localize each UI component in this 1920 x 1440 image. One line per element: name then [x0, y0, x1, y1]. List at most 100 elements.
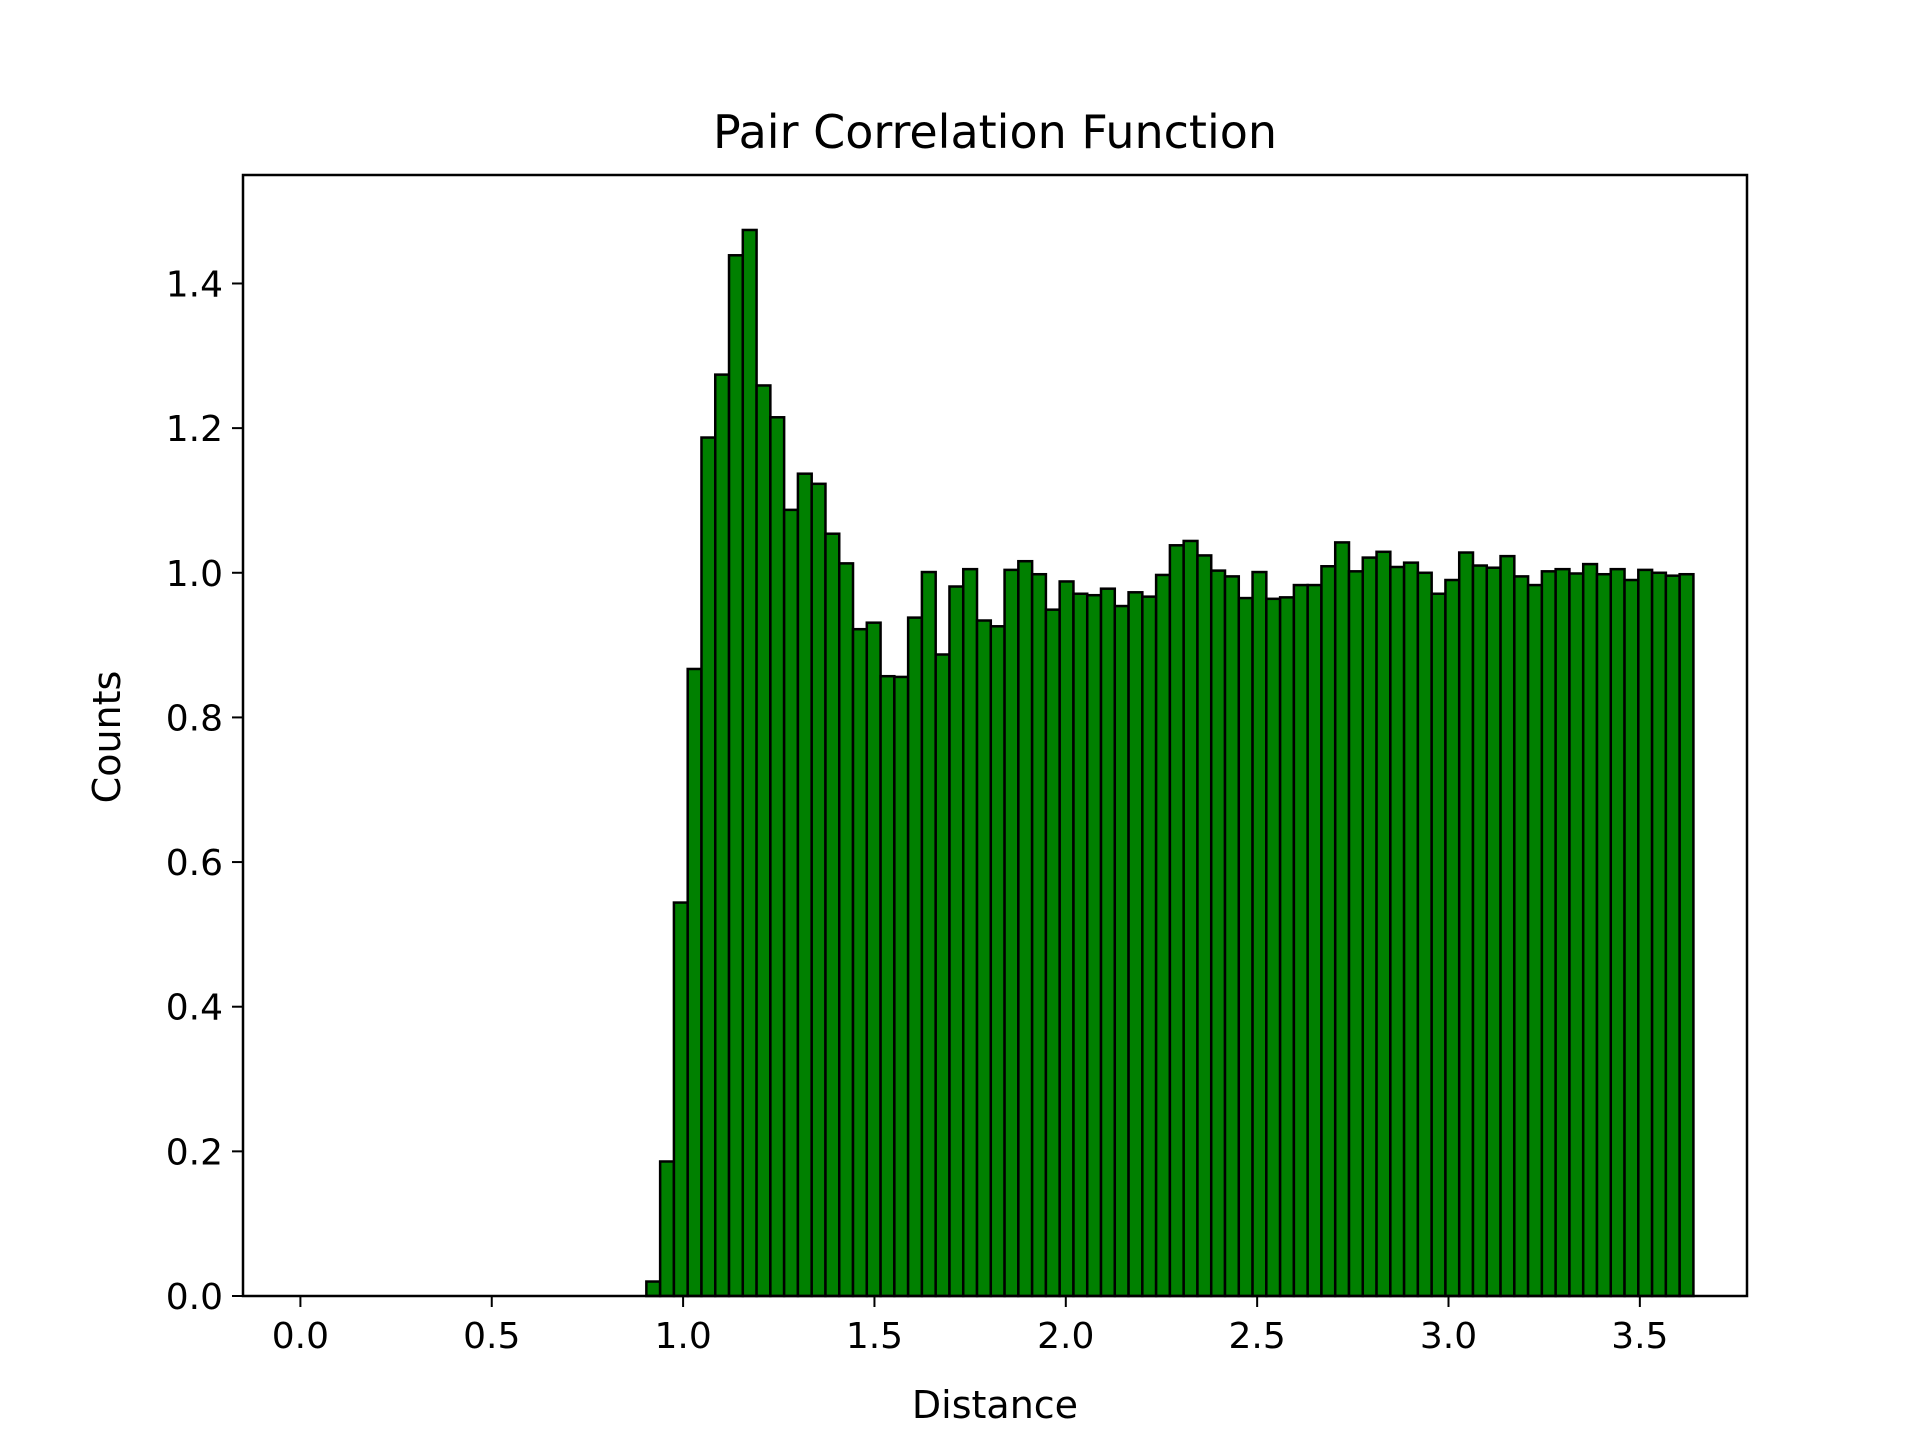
- histogram-bar: [1030, 572, 1048, 1298]
- histogram-bar: [824, 532, 841, 1298]
- histogram-bar: [1085, 593, 1103, 1298]
- y-tick-label: 0.4: [166, 988, 223, 1029]
- histogram-bar: [1003, 568, 1020, 1298]
- histogram-bar: [1223, 575, 1241, 1298]
- x-tick-label: 1.5: [846, 1316, 903, 1357]
- histogram-bar: [893, 675, 910, 1298]
- histogram-bar: [1375, 550, 1392, 1298]
- histogram-bar: [727, 254, 745, 1298]
- histogram-bar: [700, 436, 717, 1298]
- histogram-bar: [1209, 569, 1227, 1298]
- histogram-bar: [1141, 595, 1158, 1298]
- histogram-bar: [1540, 570, 1557, 1298]
- y-tick-label: 0.6: [166, 843, 223, 884]
- histogram-bar: [1416, 571, 1433, 1298]
- histogram-bar: [1333, 541, 1351, 1298]
- x-tick-label: 3.5: [1611, 1316, 1668, 1357]
- histogram-bar: [741, 228, 758, 1298]
- y-tick-label: 0.0: [166, 1277, 223, 1318]
- histogram-bar: [1554, 567, 1571, 1298]
- x-tick-label: 3.0: [1420, 1316, 1477, 1357]
- histogram-bar: [686, 667, 703, 1298]
- histogram-bar: [1444, 578, 1461, 1298]
- histogram-bar: [769, 416, 786, 1298]
- histogram-bar: [1306, 583, 1323, 1298]
- histogram-bar: [906, 616, 924, 1298]
- histogram-bar: [1402, 561, 1420, 1298]
- histogram-bar: [1072, 592, 1089, 1298]
- histogram-bar: [851, 627, 869, 1298]
- histogram-bar: [1154, 573, 1172, 1298]
- histogram-bar: [837, 562, 855, 1298]
- histogram-bar: [1044, 608, 1061, 1298]
- y-tick-label: 1.2: [166, 409, 223, 450]
- x-tick-label: 2.5: [1229, 1316, 1286, 1357]
- y-tick-label: 0.2: [166, 1132, 223, 1173]
- y-axis-label: Counts: [85, 671, 129, 804]
- histogram-bar: [1058, 580, 1075, 1298]
- histogram-bar: [1347, 570, 1365, 1298]
- histogram-bar: [1182, 539, 1199, 1298]
- histogram-bar: [1113, 604, 1130, 1298]
- histogram-bar: [1430, 592, 1447, 1298]
- histogram-bar: [934, 653, 951, 1298]
- histogram-bar: [713, 373, 731, 1298]
- histogram-bar: [879, 674, 896, 1298]
- histogram-bar: [1168, 544, 1185, 1298]
- histogram-bar: [810, 482, 827, 1298]
- histogram-bar: [920, 570, 937, 1298]
- histogram-bar: [1265, 597, 1282, 1298]
- histogram-bar: [1485, 566, 1502, 1298]
- histogram-bar: [1637, 568, 1654, 1298]
- histogram-bar: [1678, 572, 1695, 1298]
- histogram-bar: [1471, 564, 1489, 1298]
- x-axis-ticks: 0.0 0.5 1.0 1.5 2.0 2.5 3.0 3.5: [272, 1296, 1668, 1357]
- histogram-bar: [1320, 565, 1337, 1298]
- histogram-bar: [1623, 578, 1640, 1298]
- y-tick-label: 0.8: [166, 698, 223, 739]
- plot-frame: [241, 173, 1749, 1298]
- histogram-bar: [961, 567, 979, 1298]
- histogram-bar: [796, 472, 813, 1298]
- x-tick-label: 1.0: [654, 1316, 711, 1357]
- histogram-bar: [1526, 583, 1544, 1298]
- x-tick-label: 0.5: [463, 1316, 520, 1357]
- y-tick-label: 1.4: [166, 264, 223, 305]
- histogram-bar: [645, 1280, 662, 1298]
- histogram-bar: [989, 625, 1006, 1298]
- y-tick-label: 1.0: [166, 554, 223, 595]
- histogram-bars: [645, 228, 1695, 1298]
- histogram-bar: [1568, 572, 1585, 1298]
- histogram-bar: [1499, 554, 1516, 1298]
- x-tick-label: 2.0: [1037, 1316, 1094, 1357]
- histogram-bar: [1017, 559, 1034, 1298]
- histogram-bar: [865, 621, 882, 1298]
- x-axis-label: Distance: [912, 1383, 1078, 1427]
- histogram-bar: [1389, 565, 1406, 1298]
- histogram-bar: [1609, 567, 1626, 1298]
- histogram-bar: [658, 1160, 676, 1298]
- histogram-bar: [1292, 583, 1309, 1298]
- histogram-bar: [755, 384, 772, 1298]
- histogram-bar: [975, 619, 993, 1298]
- histogram-bar: [1595, 572, 1613, 1298]
- histogram-bar: [1513, 575, 1530, 1298]
- histogram-bar: [1196, 554, 1213, 1298]
- histogram-bar: [782, 508, 800, 1298]
- histogram-bar: [1361, 556, 1378, 1298]
- histogram-bar: [948, 585, 965, 1298]
- histogram-bar: [1457, 551, 1475, 1298]
- histogram-bar: [1278, 596, 1296, 1298]
- x-tick-label: 0.0: [272, 1316, 329, 1357]
- histogram-bar: [1237, 596, 1254, 1298]
- histogram-bar: [1581, 562, 1599, 1298]
- y-axis-ticks: 0.0 0.2 0.4 0.6 0.8 1.0 1.2 1.4: [166, 264, 243, 1318]
- histogram-bar: [1650, 571, 1668, 1298]
- histogram-bar: [1664, 574, 1681, 1298]
- histogram-bar: [1127, 591, 1144, 1298]
- chart-title: Pair Correlation Function: [713, 105, 1277, 159]
- histogram-bar: [672, 901, 689, 1298]
- histogram-bar: [1251, 570, 1268, 1298]
- histogram-bar: [1099, 587, 1117, 1298]
